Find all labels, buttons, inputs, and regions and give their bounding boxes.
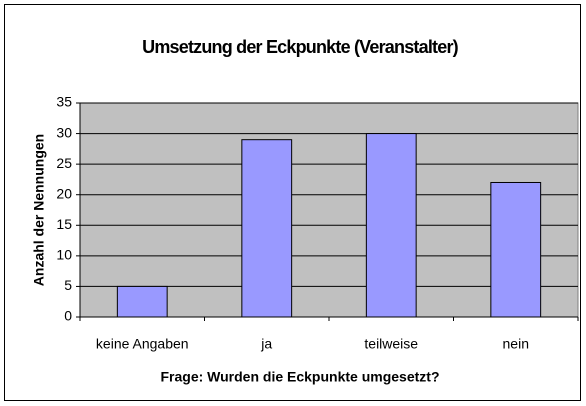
y-tick-label: 30 bbox=[56, 124, 72, 140]
y-tick-label: 5 bbox=[64, 277, 72, 293]
y-tick-label: 15 bbox=[56, 216, 72, 232]
x-tick-label: teilweise bbox=[364, 336, 418, 352]
y-tick-label: 10 bbox=[56, 247, 72, 263]
bar bbox=[365, 133, 417, 318]
y-axis-label: Anzahl der Nennungen bbox=[31, 134, 47, 286]
bar bbox=[241, 139, 293, 318]
x-tick-label: keine Angaben bbox=[96, 336, 189, 352]
bar bbox=[116, 285, 168, 318]
chart-title: Umsetzung der Eckpunkte (Veranstalter) bbox=[142, 37, 459, 57]
x-tick-label: ja bbox=[260, 336, 272, 352]
y-tick-label: 0 bbox=[64, 308, 72, 324]
x-axis-label: Frage: Wurden die Eckpunkte umgesetzt? bbox=[160, 369, 439, 385]
y-tick-label: 25 bbox=[56, 155, 72, 171]
y-tick-label: 35 bbox=[56, 94, 72, 110]
bar bbox=[490, 181, 542, 318]
x-tick-label: nein bbox=[503, 336, 529, 352]
y-tick-label: 20 bbox=[56, 185, 72, 201]
